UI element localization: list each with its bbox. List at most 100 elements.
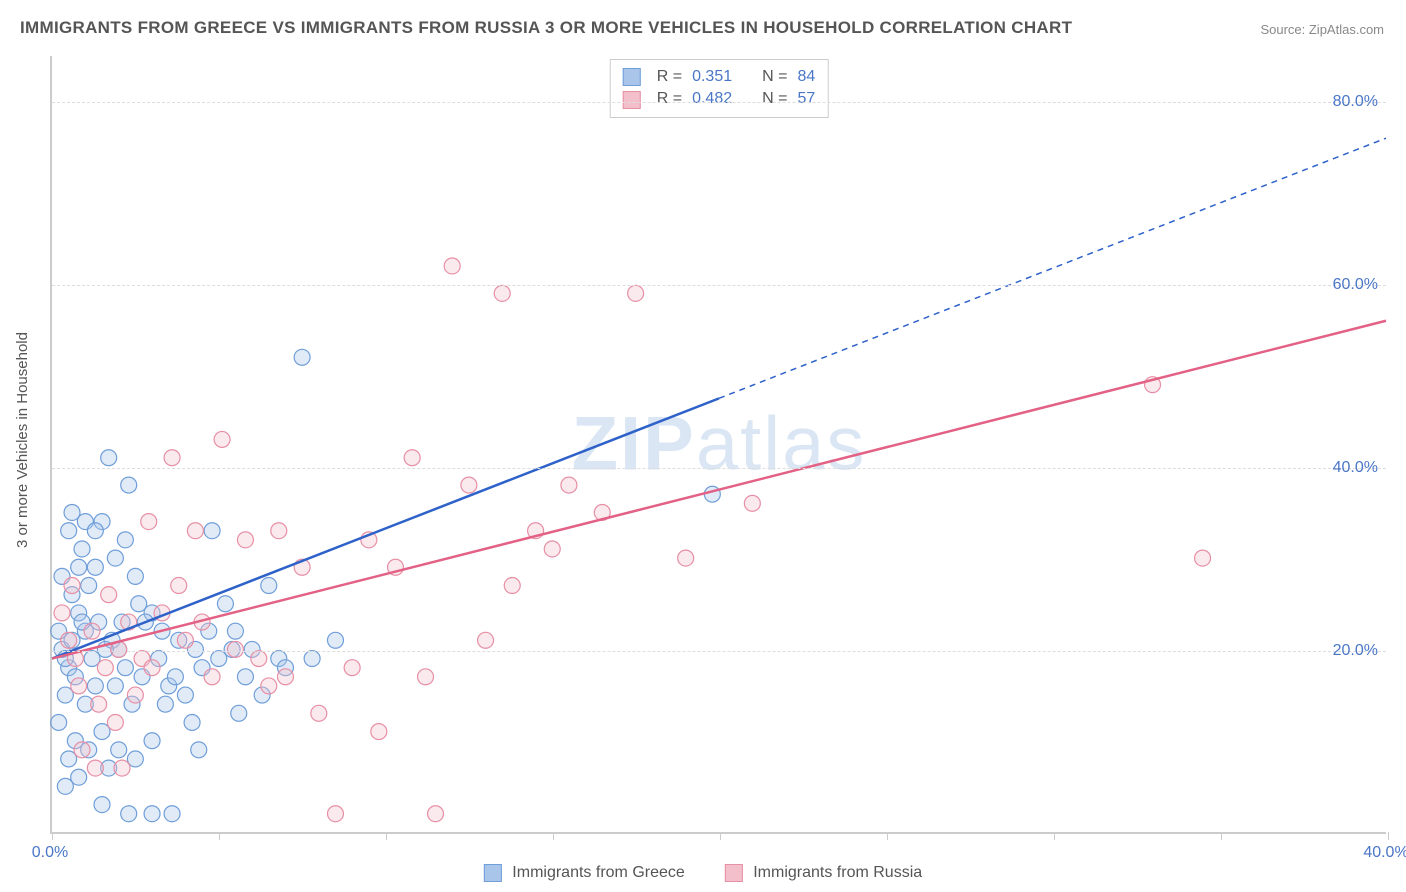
data-point — [261, 578, 277, 594]
data-point — [327, 806, 343, 822]
x-tick — [720, 832, 721, 840]
stat-row-greece: R = 0.351 N = 84 — [623, 66, 816, 88]
data-point — [404, 450, 420, 466]
data-point — [57, 778, 73, 794]
trend-line — [52, 321, 1386, 659]
gridline — [52, 468, 1386, 469]
data-point — [704, 486, 720, 502]
data-point — [544, 541, 560, 557]
data-point — [428, 806, 444, 822]
data-point — [107, 550, 123, 566]
data-point — [177, 632, 193, 648]
data-point — [87, 678, 103, 694]
x-tick — [553, 832, 554, 840]
data-point — [141, 514, 157, 530]
data-point — [204, 523, 220, 539]
data-point — [271, 523, 287, 539]
data-point — [294, 349, 310, 365]
data-point — [494, 285, 510, 301]
data-point — [217, 596, 233, 612]
data-point — [237, 669, 253, 685]
data-point — [107, 714, 123, 730]
data-point — [157, 696, 173, 712]
y-tick-label: 20.0% — [1333, 642, 1378, 660]
data-point — [121, 477, 137, 493]
legend-item-russia: Immigrants from Russia — [725, 864, 922, 882]
data-point — [191, 742, 207, 758]
data-point — [94, 797, 110, 813]
data-point — [144, 806, 160, 822]
data-point — [97, 660, 113, 676]
data-point — [478, 632, 494, 648]
gridline — [52, 651, 1386, 652]
data-point — [71, 678, 87, 694]
n-value-greece: 84 — [797, 66, 815, 88]
x-tick — [52, 832, 53, 840]
y-tick-label: 60.0% — [1333, 276, 1378, 294]
data-point — [144, 660, 160, 676]
data-point — [327, 632, 343, 648]
data-point — [87, 523, 103, 539]
data-point — [171, 578, 187, 594]
swatch-russia-icon — [623, 91, 641, 109]
x-tick-label: 40.0% — [1363, 844, 1406, 862]
r-value-greece: 0.351 — [692, 66, 732, 88]
swatch-greece-icon — [623, 68, 641, 86]
data-point — [237, 532, 253, 548]
data-point — [61, 632, 77, 648]
data-point — [561, 477, 577, 493]
chart-svg — [52, 56, 1386, 832]
data-point — [177, 687, 193, 703]
data-point — [304, 651, 320, 667]
data-point — [91, 696, 107, 712]
data-point — [164, 450, 180, 466]
x-tick-label: 0.0% — [32, 844, 68, 862]
x-tick — [1054, 832, 1055, 840]
swatch-greece-icon — [484, 864, 502, 882]
data-point — [117, 532, 133, 548]
data-point — [504, 578, 520, 594]
x-tick — [887, 832, 888, 840]
n-label: N = — [762, 88, 787, 110]
gridline — [52, 285, 1386, 286]
data-point — [204, 669, 220, 685]
data-point — [71, 559, 87, 575]
data-point — [81, 578, 97, 594]
data-point — [277, 669, 293, 685]
data-point — [131, 596, 147, 612]
data-point — [101, 450, 117, 466]
data-point — [117, 660, 133, 676]
data-point — [87, 760, 103, 776]
data-point — [744, 495, 760, 511]
y-tick-label: 40.0% — [1333, 459, 1378, 477]
data-point — [418, 669, 434, 685]
data-point — [54, 605, 70, 621]
data-point — [214, 431, 230, 447]
swatch-russia-icon — [725, 864, 743, 882]
y-axis-label: 3 or more Vehicles in Household — [14, 332, 31, 548]
stat-legend: R = 0.351 N = 84 R = 0.482 N = 57 — [610, 59, 829, 118]
data-point — [121, 806, 137, 822]
data-point — [1195, 550, 1211, 566]
data-point — [167, 669, 183, 685]
r-label: R = — [657, 66, 682, 88]
data-point — [371, 724, 387, 740]
n-label: N = — [762, 66, 787, 88]
data-point — [107, 678, 123, 694]
data-point — [114, 760, 130, 776]
data-point — [344, 660, 360, 676]
chart-title: IMMIGRANTS FROM GREECE VS IMMIGRANTS FRO… — [20, 18, 1072, 38]
data-point — [127, 687, 143, 703]
data-point — [74, 541, 90, 557]
data-point — [227, 623, 243, 639]
data-point — [84, 623, 100, 639]
gridline — [52, 102, 1386, 103]
data-point — [227, 641, 243, 657]
data-point — [261, 678, 277, 694]
data-point — [251, 651, 267, 667]
data-point — [74, 742, 90, 758]
plot-area: ZIPatlas R = 0.351 N = 84 R = 0.482 N = … — [50, 56, 1386, 834]
r-value-russia: 0.482 — [692, 88, 732, 110]
legend-label-russia: Immigrants from Russia — [753, 864, 922, 881]
data-point — [144, 733, 160, 749]
